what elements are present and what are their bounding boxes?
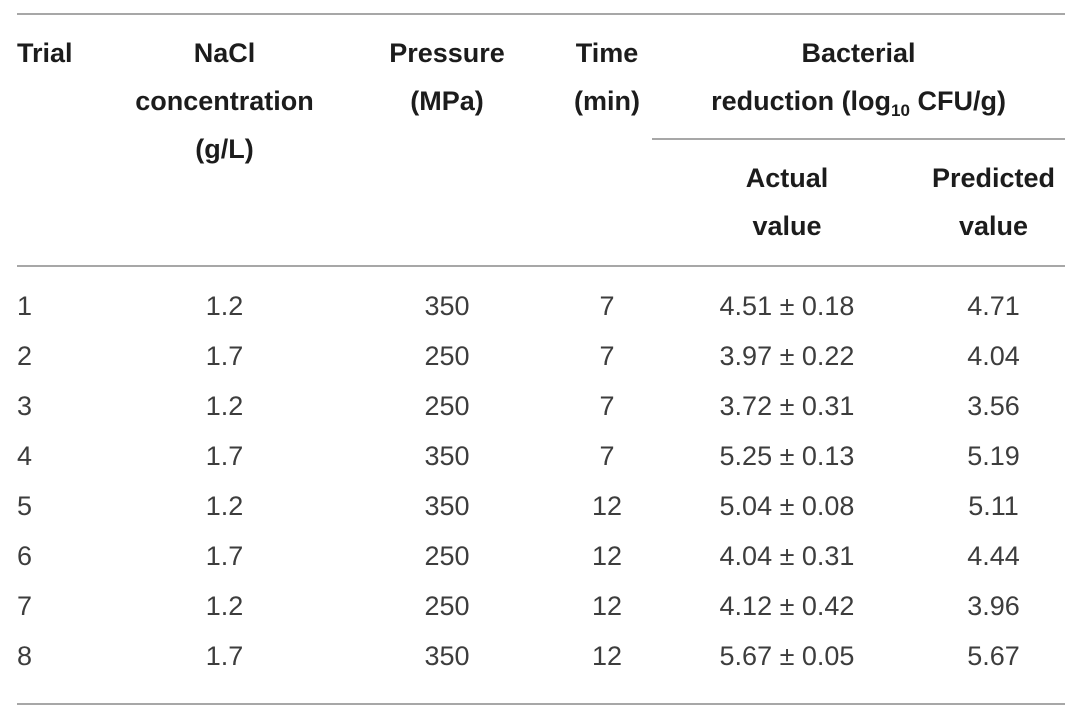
cell-nacl: 1.7 — [205, 341, 244, 371]
cell-nacl: 1.2 — [205, 491, 244, 521]
cell-actual: 5.25 ± 0.13 — [719, 441, 855, 471]
cell-predicted: 5.67 — [967, 641, 1020, 671]
header-nacl-concentration: NaCl concentration (g/L) — [117, 14, 332, 266]
cell-time: 7 — [599, 441, 615, 471]
header-actual-line1: Actual — [745, 163, 829, 193]
cell-nacl: 1.7 — [205, 641, 244, 671]
header-bacterial-line2: reduction (log10 CFU/g) — [711, 86, 1006, 120]
cell-predicted: 4.04 — [967, 341, 1020, 371]
header-predicted-line1: Predicted — [931, 163, 1056, 193]
header-pressure-line1: Pressure — [389, 38, 505, 68]
table-row: 6 1.7 250 12 4.04 ± 0.31 4.44 — [17, 531, 1065, 581]
cell-predicted: 3.56 — [967, 391, 1020, 421]
header-row-main: Trial NaCl concentration (g/L) Pressure … — [17, 14, 1066, 164]
cell-actual: 3.72 ± 0.31 — [719, 391, 855, 421]
cell-actual: 4.04 ± 0.31 — [719, 541, 855, 571]
cell-nacl: 1.7 — [205, 441, 244, 471]
header-nacl-line2: concentration — [135, 86, 314, 116]
table-row: 5 1.2 350 12 5.04 ± 0.08 5.11 — [17, 481, 1065, 531]
header-bacterial-line1: Bacterial — [801, 38, 916, 68]
cell-actual: 4.51 ± 0.18 — [719, 291, 855, 321]
cell-trial: 6 — [17, 541, 33, 571]
cell-trial: 7 — [17, 591, 33, 621]
header-predicted-value: Predicted value — [922, 139, 1065, 266]
header-actual-value: Actual value — [652, 139, 922, 266]
cell-pressure: 350 — [424, 291, 470, 321]
header-trial-label: Trial — [17, 38, 73, 68]
log-subscript: 10 — [891, 101, 910, 120]
header-bacterial-reduction-group: Bacterial reduction (log10 CFU/g) — [652, 14, 1066, 140]
header-time-line1: Time — [575, 38, 639, 68]
cell-predicted: 4.71 — [967, 291, 1020, 321]
header-row-sub: Actual value Predicted value — [17, 139, 1065, 266]
cell-pressure: 250 — [424, 541, 470, 571]
cell-pressure: 350 — [424, 491, 470, 521]
cell-time: 12 — [591, 541, 623, 571]
table-row: 7 1.2 250 12 4.12 ± 0.42 3.96 — [17, 581, 1065, 631]
cell-pressure: 350 — [424, 441, 470, 471]
cell-actual: 4.12 ± 0.42 — [719, 591, 855, 621]
header-nacl-line1: NaCl — [193, 38, 256, 68]
cell-time: 12 — [591, 491, 623, 521]
cell-actual: 3.97 ± 0.22 — [719, 341, 855, 371]
header-pressure: Pressure (MPa) — [332, 14, 562, 266]
cell-time: 7 — [599, 291, 615, 321]
cell-predicted: 5.11 — [968, 491, 1019, 521]
cell-pressure: 350 — [424, 641, 470, 671]
cell-predicted: 3.96 — [967, 591, 1020, 621]
cell-nacl: 1.2 — [205, 391, 244, 421]
header-pressure-line2: (MPa) — [410, 86, 484, 116]
cell-pressure: 250 — [424, 391, 470, 421]
cell-pressure: 250 — [424, 591, 470, 621]
table-row: 3 1.2 250 7 3.72 ± 0.31 3.56 — [17, 381, 1065, 431]
doe-results-table: Trial NaCl concentration (g/L) Pressure … — [17, 13, 1066, 705]
cell-actual: 5.04 ± 0.08 — [719, 491, 855, 521]
cell-pressure: 250 — [424, 341, 470, 371]
table-body: 1 1.2 350 7 4.51 ± 0.18 4.71 2 1.7 250 7… — [17, 266, 1065, 704]
header-predicted-line2: value — [958, 211, 1029, 241]
cell-trial: 8 — [17, 641, 33, 671]
header-trial: Trial — [17, 14, 117, 266]
cell-actual: 5.67 ± 0.05 — [719, 641, 855, 671]
cell-predicted: 5.19 — [967, 441, 1020, 471]
cell-nacl: 1.7 — [205, 541, 244, 571]
table-header: Trial NaCl concentration (g/L) Pressure … — [17, 14, 1066, 266]
header-nacl-line3: (g/L) — [195, 134, 254, 164]
table-row: 4 1.7 350 7 5.25 ± 0.13 5.19 — [17, 431, 1065, 481]
cell-trial: 4 — [17, 441, 33, 471]
header-time-line2: (min) — [574, 86, 640, 116]
cell-trial: 5 — [17, 491, 33, 521]
cell-trial: 3 — [17, 391, 33, 421]
cell-time: 12 — [591, 591, 623, 621]
cell-time: 7 — [599, 391, 615, 421]
cell-nacl: 1.2 — [205, 291, 244, 321]
cell-trial: 2 — [17, 341, 33, 371]
cell-nacl: 1.2 — [205, 591, 244, 621]
table-row: 8 1.7 350 12 5.67 ± 0.05 5.67 — [17, 631, 1065, 704]
header-actual-line2: value — [752, 211, 822, 241]
cell-time: 7 — [599, 341, 615, 371]
cell-time: 12 — [591, 641, 623, 671]
table-row: 2 1.7 250 7 3.97 ± 0.22 4.04 — [17, 331, 1065, 381]
table-row: 1 1.2 350 7 4.51 ± 0.18 4.71 — [17, 266, 1065, 331]
cell-trial: 1 — [17, 291, 33, 321]
header-time: Time (min) — [562, 14, 652, 266]
cell-predicted: 4.44 — [967, 541, 1020, 571]
